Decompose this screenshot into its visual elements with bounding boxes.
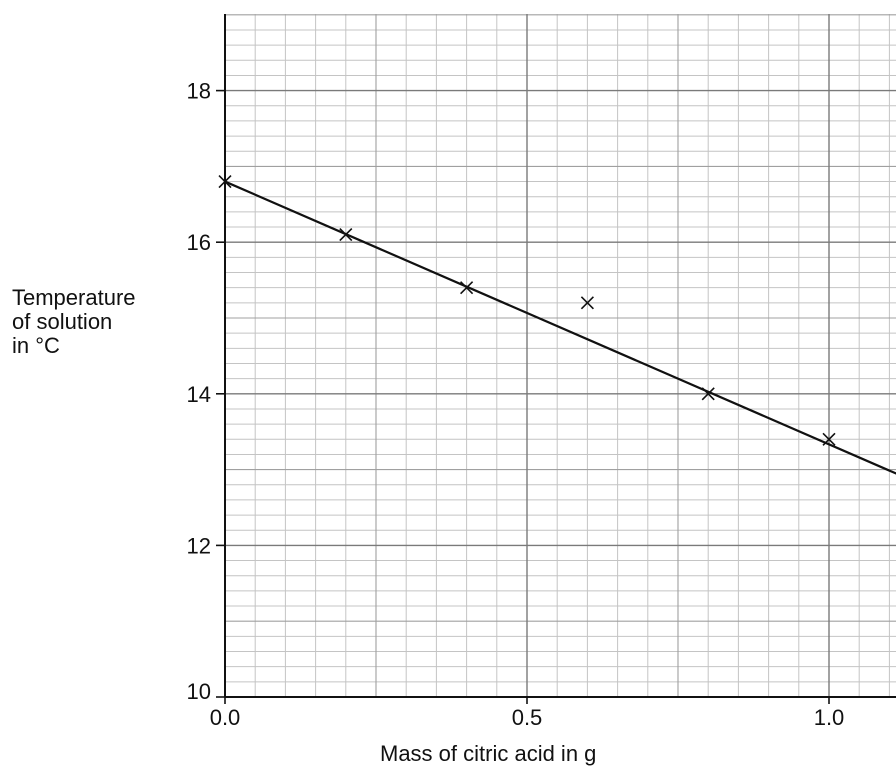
x-tick-label: 1.0	[814, 705, 845, 730]
marker-stroke	[701, 387, 715, 401]
y-tick-label: 18	[187, 79, 211, 104]
x-tick-label: 0.0	[210, 705, 241, 730]
axes	[216, 14, 896, 704]
grid-major	[225, 14, 896, 697]
marker-stroke	[580, 296, 594, 310]
data-point-marker	[580, 296, 594, 310]
best-fit-line	[223, 180, 896, 475]
best-fit-lines	[223, 180, 896, 475]
marker-stroke	[460, 281, 474, 295]
y-axis-label: Temperature of solution in °C	[12, 286, 136, 358]
y-tick-label: 10	[187, 679, 211, 704]
marker-stroke	[339, 228, 353, 242]
marker-stroke	[218, 174, 232, 189]
data-point-marker	[218, 174, 232, 189]
data-points	[218, 174, 836, 446]
x-axis-label: Mass of citric acid in g	[380, 741, 597, 766]
y-axis-label-line-3: in °C	[12, 333, 60, 358]
grid-medium	[225, 14, 896, 697]
data-point-marker	[460, 281, 474, 295]
y-axis-label-line-2: of solution	[12, 309, 113, 334]
x-tick-label: 0.5	[512, 705, 543, 730]
marker-stroke	[822, 432, 836, 446]
data-point-marker	[701, 387, 715, 401]
y-tick-label: 16	[187, 230, 211, 255]
grid-minor	[225, 14, 896, 697]
y-tick-label: 12	[187, 533, 211, 558]
y-tick-label: 14	[187, 382, 211, 407]
y-axis-label-line-1: Temperature	[12, 285, 136, 310]
data-point-marker	[822, 432, 836, 446]
data-point-marker	[339, 228, 353, 242]
